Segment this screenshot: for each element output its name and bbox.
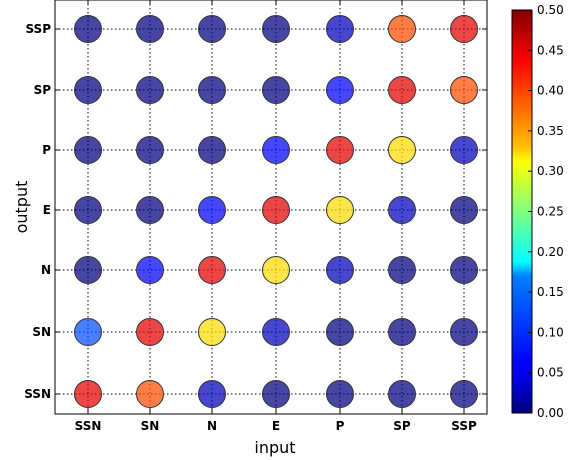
bubble-ssn-ssn — [74, 380, 102, 408]
bubble-sp-n — [198, 76, 226, 104]
bubble-sn-sn — [136, 318, 164, 346]
colorbar-tick-label: 0.05 — [537, 366, 564, 380]
bubble-ssp-e — [262, 15, 290, 43]
bubble-sn-ssn — [74, 318, 102, 346]
colorbar-tick-label: 0.25 — [537, 205, 564, 219]
colorbar-ticks: 0.00 0.05 0.10 0.15 0.20 0.25 0.30 0.35 0.40 0.45… — [528, 3, 564, 420]
x-tick-label: P — [336, 419, 345, 433]
bubble-e-p — [326, 196, 354, 224]
bubble-sp-ssp — [450, 76, 478, 104]
bubble-sp-sp — [388, 76, 416, 104]
bubble-p-sn — [136, 136, 164, 164]
colorbar-tick-label: 0.15 — [537, 285, 564, 299]
x-tick-label: N — [207, 419, 217, 433]
bubble-p-ssn — [74, 136, 102, 164]
colorbar-tick-label: 0.35 — [537, 124, 564, 138]
y-tick-label: SN — [32, 325, 51, 339]
bubble-sn-sp — [388, 318, 416, 346]
bubble-n-ssn — [74, 256, 102, 284]
colorbar-tick-label: 0.30 — [537, 164, 564, 178]
bubble-ssp-ssp — [450, 15, 478, 43]
plot-frame — [54, 0, 488, 415]
y-axis-title: output — [12, 181, 31, 234]
colorbar: 0.00 0.05 0.10 0.15 0.20 0.25 0.30 0.35 0.40 0.45… — [511, 3, 564, 420]
bubble-e-sp — [388, 196, 416, 224]
x-tick-label: SSP — [451, 419, 477, 433]
colorbar-tick-label: 0.10 — [537, 325, 564, 339]
bubble-ssp-sn — [136, 15, 164, 43]
colorbar-tick-label: 0.00 — [537, 406, 564, 420]
bubble-n-n — [198, 256, 226, 284]
bubble-layer — [74, 15, 478, 408]
x-tick-label: SN — [141, 419, 160, 433]
bubble-n-sn — [136, 256, 164, 284]
bubble-ssp-p — [326, 15, 354, 43]
bubble-ssp-n — [198, 15, 226, 43]
colorbar-tick-label: 0.40 — [537, 84, 564, 98]
y-tick-label: N — [41, 263, 51, 277]
x-axis-title: input — [254, 438, 295, 457]
bubble-n-p — [326, 256, 354, 284]
bubble-sp-p — [326, 76, 354, 104]
y-tick-label: P — [42, 143, 51, 157]
bubble-ssn-p — [326, 380, 354, 408]
bubble-sn-e — [262, 318, 290, 346]
bubble-ssn-e — [262, 380, 290, 408]
bubble-ssn-sn — [136, 380, 164, 408]
bubble-p-sp — [388, 136, 416, 164]
bubble-sn-p — [326, 318, 354, 346]
bubble-ssn-ssp — [450, 380, 478, 408]
bubble-sp-sn — [136, 76, 164, 104]
bubble-ssn-sp — [388, 380, 416, 408]
bubble-p-p — [326, 136, 354, 164]
x-tick-label: SP — [393, 419, 411, 433]
tick-layer: SSN SN N E P SP SSP SSN SN N E P SP SSP — [24, 0, 487, 433]
bubble-e-ssp — [450, 196, 478, 224]
bubble-e-sn — [136, 196, 164, 224]
bubble-e-ssn — [74, 196, 102, 224]
bubble-p-n — [198, 136, 226, 164]
x-tick-label: E — [272, 419, 280, 433]
bubble-sp-e — [262, 76, 290, 104]
bubble-ssp-ssn — [74, 15, 102, 43]
bubble-n-ssp — [450, 256, 478, 284]
y-tick-label: E — [43, 203, 51, 217]
bubble-p-e — [262, 136, 290, 164]
bubble-sn-n — [198, 318, 226, 346]
bubble-e-n — [198, 196, 226, 224]
bubble-n-sp — [388, 256, 416, 284]
x-tick-label: SSN — [75, 419, 102, 433]
colorbar-tick-label: 0.45 — [537, 43, 564, 57]
colorbar-tick-label: 0.50 — [537, 3, 564, 17]
colorbar-tick-label: 0.20 — [537, 245, 564, 259]
bubble-e-e — [262, 196, 290, 224]
y-tick-label: SSN — [24, 387, 51, 401]
bubble-n-e — [262, 256, 290, 284]
y-tick-label: SP — [34, 83, 52, 97]
bubble-ssn-n — [198, 380, 226, 408]
bubble-sn-ssp — [450, 318, 478, 346]
y-tick-label: SSP — [25, 22, 51, 36]
bubble-p-ssp — [450, 136, 478, 164]
bubble-sp-ssn — [74, 76, 102, 104]
bubble-ssp-sp — [388, 15, 416, 43]
